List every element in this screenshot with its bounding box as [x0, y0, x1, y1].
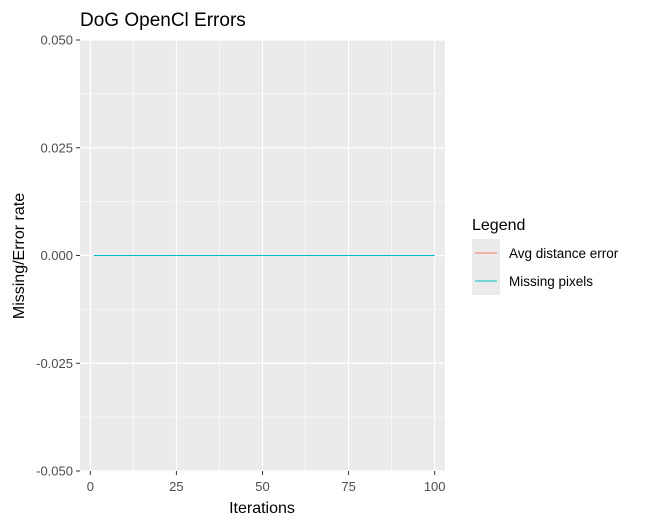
x-tick-label: 25 [169, 479, 183, 494]
y-tick-label: 0.025 [40, 140, 73, 155]
y-tick-label: 0.050 [40, 33, 73, 48]
y-tick-label: 0.000 [40, 248, 73, 263]
y-axis-title: Missing/Error rate [11, 193, 28, 319]
x-axis-ticks: 0 25 50 75 100 [87, 471, 446, 494]
legend-label: Avg distance error [509, 246, 619, 261]
legend-title: Legend [472, 217, 525, 234]
x-axis-title: Iterations [229, 500, 295, 517]
x-tick-label: 100 [424, 479, 446, 494]
legend: Legend Avg distance error Missing pixels [472, 217, 619, 295]
legend-label: Missing pixels [509, 274, 593, 289]
x-tick-label: 75 [341, 479, 355, 494]
x-tick-label: 50 [255, 479, 269, 494]
legend-items: Avg distance error Missing pixels [472, 239, 619, 295]
y-tick-label: -0.050 [36, 464, 73, 479]
y-axis-ticks: -0.050 -0.025 0.000 0.025 0.050 [36, 33, 80, 479]
chart-title: DoG OpenCl Errors [80, 10, 246, 31]
y-tick-label: -0.025 [36, 356, 73, 371]
x-tick-label: 0 [87, 479, 94, 494]
